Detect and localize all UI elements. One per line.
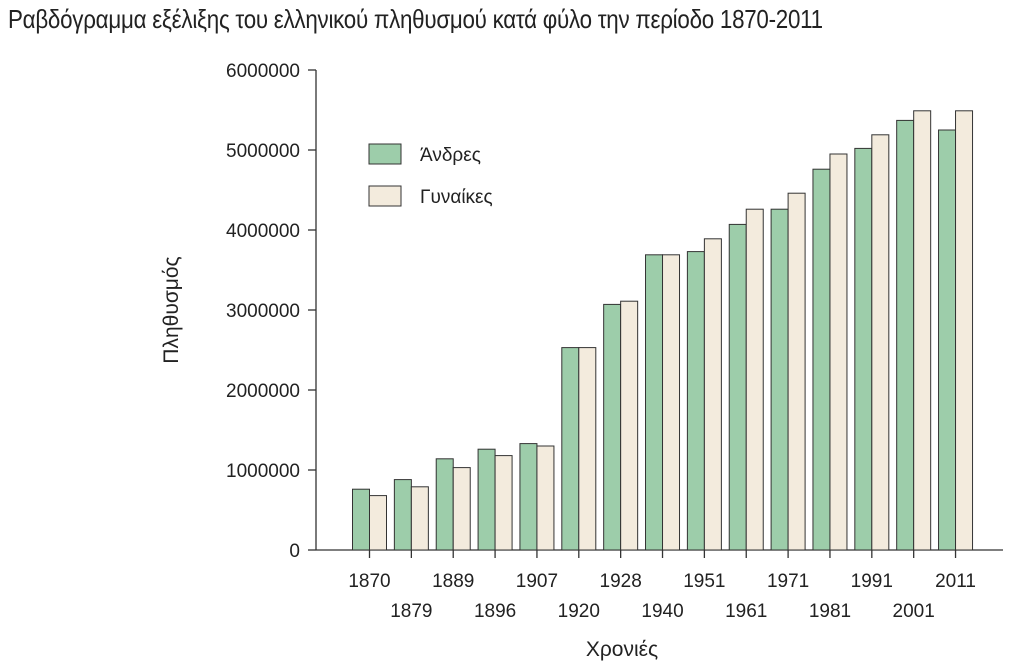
bar-women [871, 134, 890, 551]
y-tick-label: 5000000 [226, 141, 300, 162]
x-tick-label: 1971 [767, 571, 809, 592]
y-axis: 0 1000000 2000000 3000000 4000000 5000000 6000… [226, 61, 317, 562]
x-tick-label: 1951 [683, 571, 725, 592]
x-tick-label: 1870 [348, 571, 390, 592]
x-tick-label: 2011 [935, 571, 976, 592]
x-tick-label: 1928 [600, 571, 642, 592]
legend-label: Άνδρες [420, 145, 481, 166]
x-tick-label: 1961 [725, 601, 767, 622]
bar-women [662, 254, 681, 551]
bar-men [435, 458, 454, 551]
bar-women [620, 300, 639, 551]
bar-men [393, 479, 412, 551]
x-tick-label: 1920 [558, 601, 600, 622]
bar-women [703, 238, 722, 551]
bars [352, 110, 974, 551]
x-axis-title: Χρονιές [586, 638, 658, 661]
bar-women [410, 486, 429, 551]
x-tick-label: 1940 [641, 601, 683, 622]
bar-women [745, 208, 764, 551]
x-tick-label: 1981 [809, 601, 851, 622]
x-tick-label: 1991 [851, 571, 893, 592]
legend-label: Γυναίκες [420, 187, 493, 208]
bar-women [829, 153, 848, 551]
bar-men [645, 254, 664, 551]
x-tick-label: 1879 [390, 601, 432, 622]
bar-women [452, 467, 471, 551]
bar-women [913, 110, 932, 551]
legend: Άνδρες Γυναίκες [368, 143, 493, 208]
bar-men [812, 168, 831, 551]
bar-men [561, 347, 580, 551]
bar-men [352, 488, 370, 551]
x-tick-label: 1896 [474, 601, 516, 622]
bar-men [938, 129, 957, 551]
y-tick-label: 3000000 [226, 301, 300, 322]
bar-men [603, 303, 622, 551]
x-tick-label: 1889 [432, 571, 474, 592]
bar-men [686, 251, 705, 551]
y-tick-label: 2000000 [226, 381, 300, 402]
chart-title: Ραβδόγραμμα εξέλιξης του ελληνικού πληθυ… [8, 4, 823, 34]
bar-men [854, 147, 873, 551]
bar-men [728, 223, 747, 551]
bar-women [787, 192, 806, 551]
legend-swatch [368, 185, 402, 207]
legend-swatch [368, 143, 402, 165]
bar-women [494, 455, 513, 551]
y-tick-label: 0 [289, 541, 300, 562]
bar-women [369, 495, 387, 551]
bar-women [536, 445, 555, 551]
bar-men [519, 443, 538, 551]
y-axis-title: Πληθυσμός [160, 256, 183, 363]
y-tick-label: 4000000 [226, 221, 300, 242]
y-tick-label: 6000000 [226, 61, 300, 82]
x-tick-label: 1907 [516, 571, 558, 592]
bar-women [578, 347, 597, 551]
y-tick-label: 1000000 [226, 461, 300, 482]
bar-men [477, 448, 496, 551]
bar-women [955, 110, 974, 551]
bar-men [896, 119, 915, 551]
bar-men [770, 208, 789, 551]
x-tick-label: 2001 [893, 601, 935, 622]
